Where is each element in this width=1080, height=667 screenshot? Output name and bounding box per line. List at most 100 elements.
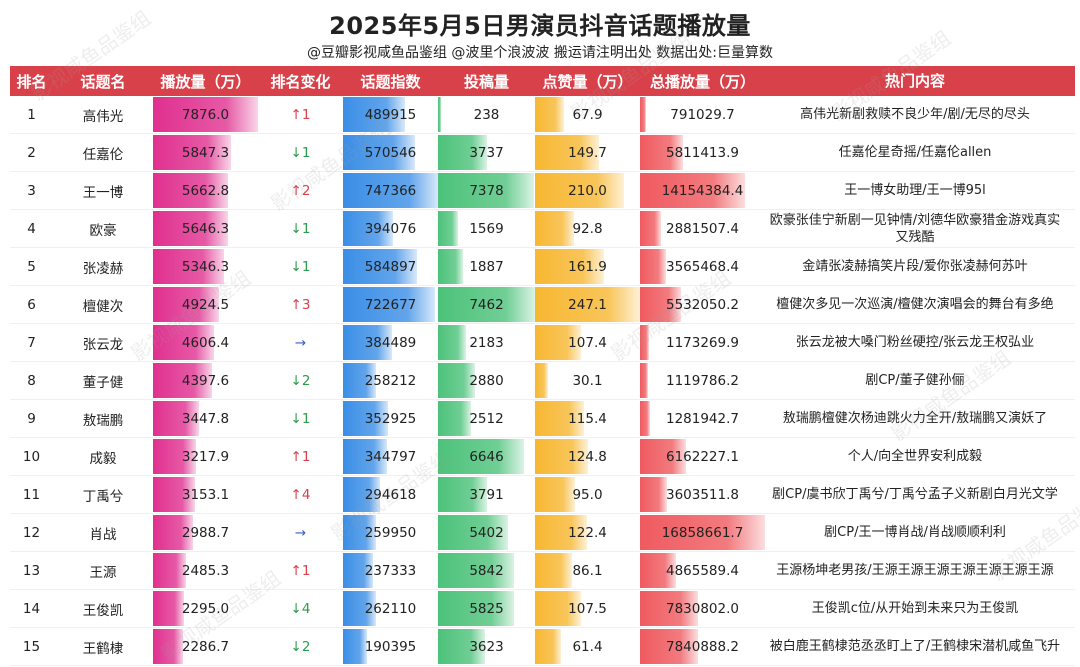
page-title: 2025年5月5日男演员抖音话题播放量 bbox=[329, 12, 751, 40]
rank-change: ↑4 bbox=[258, 487, 343, 503]
posts-bar bbox=[438, 249, 463, 284]
likes-cell: 124.8 bbox=[535, 438, 640, 475]
likes-value: 30.1 bbox=[572, 372, 603, 389]
total-value: 1173269.9 bbox=[665, 334, 739, 351]
likes-bar bbox=[535, 173, 625, 208]
table-row: 7 张云龙 4606.4 → 384489 2183 107.4 1173269.9 张云龙被大… bbox=[10, 324, 1075, 362]
index-value: 352925 bbox=[364, 410, 417, 427]
total-bar bbox=[640, 249, 667, 284]
posts-value: 238 bbox=[473, 106, 500, 123]
likes-cell: 107.5 bbox=[535, 590, 640, 627]
total-value: 5532050.2 bbox=[665, 296, 739, 313]
hot-content: 敖瑞鹏檀健次杨迪跳火力全开/敖瑞鹏又演妖了 bbox=[782, 411, 1048, 426]
index-value: 747366 bbox=[364, 182, 417, 199]
rank-change-arrow-icon: ↓ bbox=[290, 372, 302, 389]
play-cell: 2988.7 bbox=[153, 514, 258, 551]
rank-change-arrow-icon: ↓ bbox=[290, 144, 302, 161]
play-cell: 4397.6 bbox=[153, 362, 258, 399]
rank-cell: 6 bbox=[27, 296, 36, 313]
index-value: 722677 bbox=[364, 296, 417, 313]
play-bar bbox=[153, 439, 196, 474]
index-cell: 190395 bbox=[343, 628, 438, 665]
play-bar bbox=[153, 135, 231, 170]
ranking-table: 排名 话题名 播放量（万） 排名变化 话题指数 投稿量 点赞量（万） 总播放量（… bbox=[10, 66, 1075, 666]
play-cell: 4606.4 bbox=[153, 324, 258, 361]
likes-value: 95.0 bbox=[572, 486, 603, 503]
likes-cell: 247.1 bbox=[535, 286, 640, 323]
rank-change: → bbox=[258, 335, 343, 351]
likes-cell: 61.4 bbox=[535, 628, 640, 665]
table-row: 10 成毅 3217.9 ↑1 344797 6646 124.8 6162227.1 个人/向… bbox=[10, 438, 1075, 476]
index-cell: 352925 bbox=[343, 400, 438, 437]
rank-change-arrow-icon: ↑ bbox=[290, 562, 302, 579]
posts-value: 5825 bbox=[469, 600, 504, 617]
table-row: 5 张凌赫 5346.3 ↓1 584897 1887 161.9 3565468.4 金靖张凌… bbox=[10, 248, 1075, 286]
total-value: 14154384.4 bbox=[661, 182, 744, 199]
play-cell: 2485.3 bbox=[153, 552, 258, 589]
posts-cell: 3737 bbox=[438, 134, 535, 171]
index-value: 294618 bbox=[364, 486, 417, 503]
topic-name: 王一博 bbox=[82, 184, 124, 201]
index-cell: 394076 bbox=[343, 210, 438, 247]
topic-name: 高伟光 bbox=[82, 108, 124, 125]
rank-change-value: 2 bbox=[301, 638, 311, 655]
likes-bar bbox=[535, 363, 548, 398]
index-value: 259950 bbox=[364, 524, 417, 541]
index-bar bbox=[343, 249, 418, 284]
likes-bar bbox=[535, 439, 589, 474]
play-bar bbox=[153, 515, 193, 550]
posts-value: 7378 bbox=[469, 182, 504, 199]
rank-change-value: 1 bbox=[301, 562, 311, 579]
rank-change-value: 4 bbox=[301, 486, 311, 503]
table-row: 9 敖瑞鹏 3447.8 ↓1 352925 2512 115.4 1281942.7 敖瑞鹏檀… bbox=[10, 400, 1075, 438]
likes-bar bbox=[535, 553, 572, 588]
table-row: 1 高伟光 7876.0 ↑1 489915 238 67.9 791029.7 高伟光新剧救赎… bbox=[10, 96, 1075, 134]
rank-cell: 15 bbox=[22, 638, 41, 655]
play-value: 5662.8 bbox=[181, 182, 230, 199]
play-value: 4397.6 bbox=[181, 372, 230, 389]
play-value: 4606.4 bbox=[181, 334, 230, 351]
index-value: 570546 bbox=[364, 144, 417, 161]
index-value: 489915 bbox=[364, 106, 417, 123]
header-likes: 点赞量（万） bbox=[542, 72, 633, 91]
rank-cell: 7 bbox=[27, 334, 36, 351]
index-value: 584897 bbox=[364, 258, 417, 275]
rank-change: ↑2 bbox=[258, 183, 343, 199]
posts-cell: 5825 bbox=[438, 590, 535, 627]
posts-cell: 5402 bbox=[438, 514, 535, 551]
hot-content: 剧CP/虞书欣丁禹兮/丁禹兮孟子义新剧白月光文学 bbox=[772, 487, 1058, 502]
play-cell: 5662.8 bbox=[153, 172, 258, 209]
total-bar bbox=[640, 477, 667, 512]
rank-change-value: 2 bbox=[301, 182, 311, 199]
header-total: 总播放量（万） bbox=[649, 72, 755, 91]
hot-content: 王源杨坤老男孩/王源王源王源王源王源王源王源 bbox=[776, 563, 1054, 578]
likes-value: 67.9 bbox=[572, 106, 603, 123]
rank-change-arrow-icon: ↓ bbox=[290, 410, 302, 427]
play-bar bbox=[153, 477, 195, 512]
rank-change: ↓4 bbox=[258, 601, 343, 617]
posts-bar bbox=[438, 97, 442, 132]
total-value: 5811413.9 bbox=[665, 144, 739, 161]
index-value: 384489 bbox=[364, 334, 417, 351]
rank-change: ↑3 bbox=[258, 297, 343, 313]
total-value: 7840888.2 bbox=[665, 638, 739, 655]
play-cell: 2295.0 bbox=[153, 590, 258, 627]
hot-content: 被白鹿王鹤棣范丞丞盯上了/王鹤棣宋潜机咸鱼飞升 bbox=[769, 639, 1061, 654]
likes-cell: 210.0 bbox=[535, 172, 640, 209]
total-cell: 7840888.2 bbox=[640, 628, 765, 665]
header-hot: 热门内容 bbox=[884, 71, 945, 90]
rank-change-value: 1 bbox=[301, 448, 311, 465]
likes-bar bbox=[535, 477, 576, 512]
likes-bar bbox=[535, 515, 587, 550]
topic-name: 张凌赫 bbox=[82, 260, 124, 277]
hot-content: 王俊凯c位/从开始到未来只为王俊凯 bbox=[811, 601, 1019, 616]
index-bar bbox=[343, 287, 435, 322]
likes-cell: 92.8 bbox=[535, 210, 640, 247]
posts-bar bbox=[438, 401, 471, 436]
total-cell: 5532050.2 bbox=[640, 286, 765, 323]
total-value: 16858661.7 bbox=[661, 524, 744, 541]
play-cell: 3217.9 bbox=[153, 438, 258, 475]
likes-value: 115.4 bbox=[568, 410, 607, 427]
index-bar bbox=[343, 401, 388, 436]
index-bar bbox=[343, 173, 438, 208]
